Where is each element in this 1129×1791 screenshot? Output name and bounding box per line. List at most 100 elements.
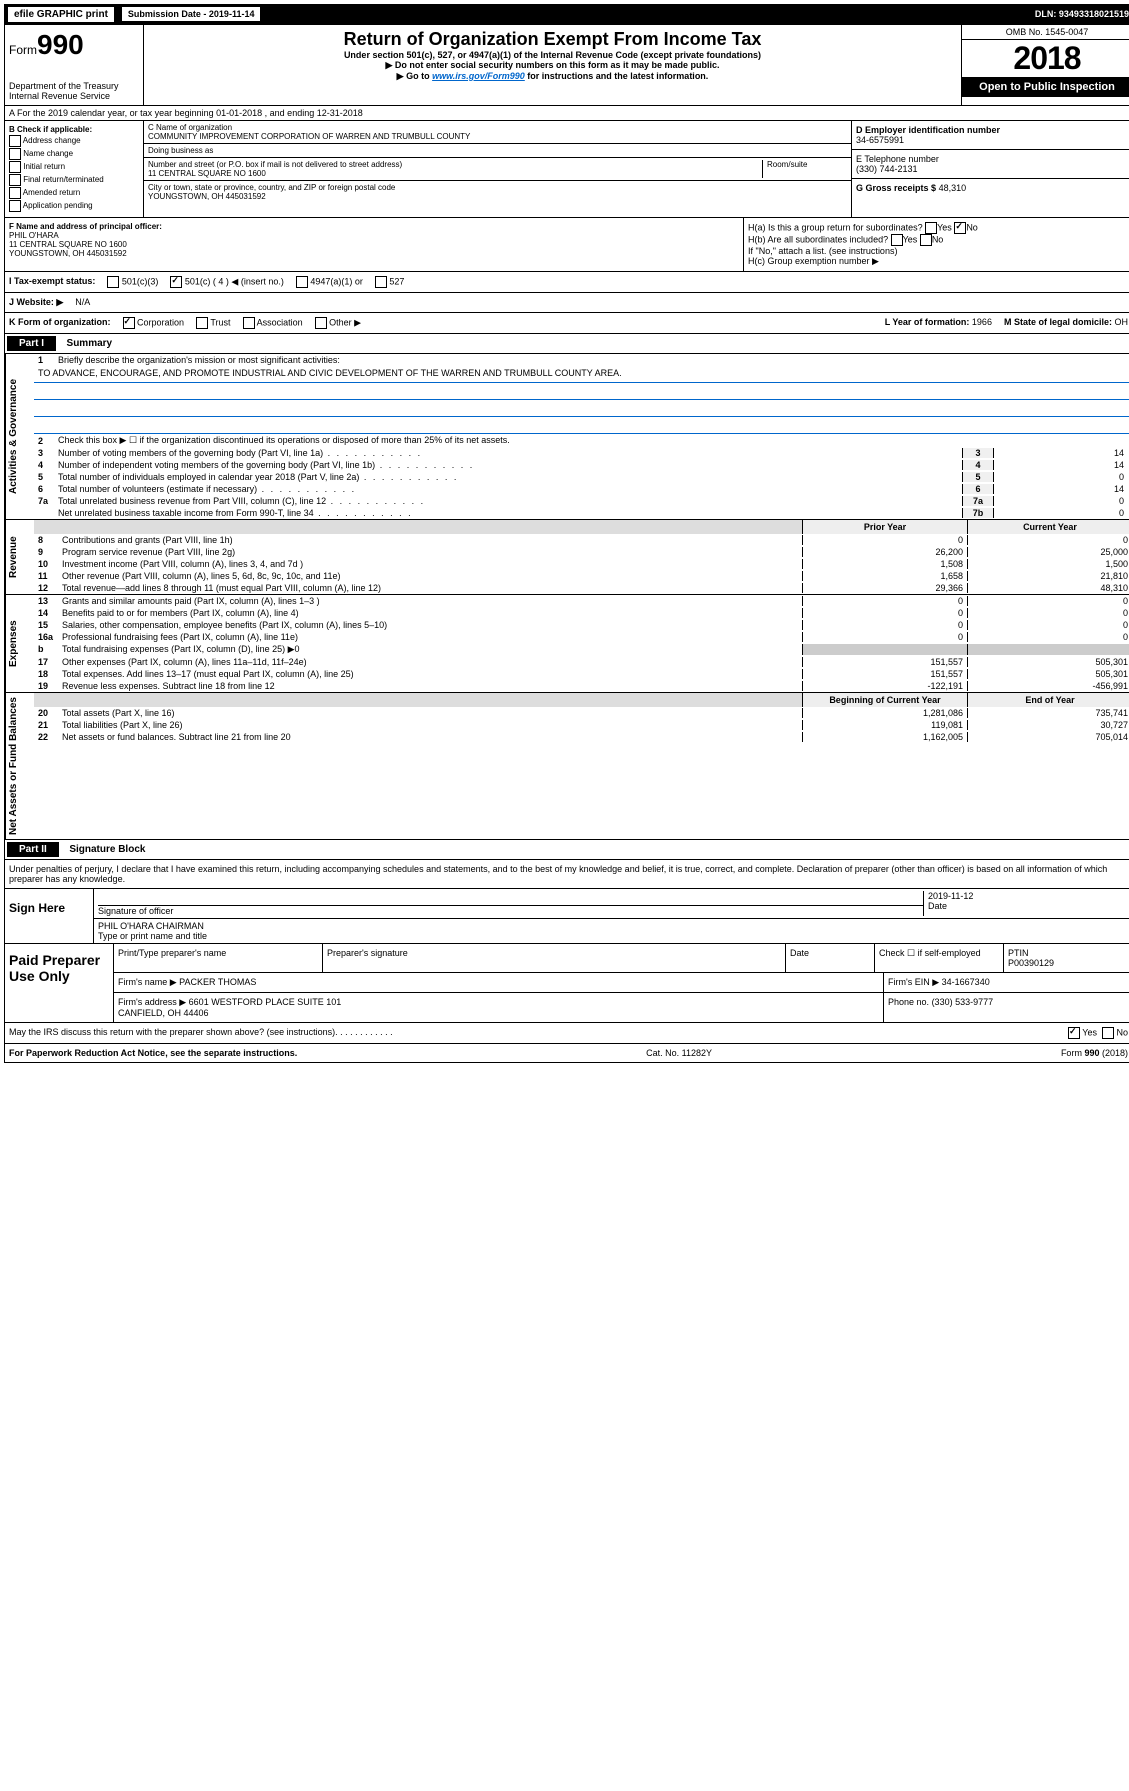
room-label: Room/suite <box>762 160 847 178</box>
officer-label: F Name and address of principal officer: <box>9 222 739 231</box>
side-governance: Activities & Governance <box>5 354 34 519</box>
net-header: Beginning of Current Year End of Year <box>34 693 1129 707</box>
j-label: J Website: ▶ <box>9 297 63 308</box>
sub3-pre: ▶ Go to <box>397 71 432 81</box>
data-line: 22Net assets or fund balances. Subtract … <box>34 731 1129 743</box>
col-c: C Name of organization COMMUNITY IMPROVE… <box>144 121 852 217</box>
data-line: 20Total assets (Part X, line 16)1,281,08… <box>34 707 1129 719</box>
ptin: P00390129 <box>1008 958 1128 968</box>
officer-name: PHIL O'HARA <box>9 231 739 240</box>
sig-officer-area: Signature of officer <box>98 891 923 916</box>
part2-title: Signature Block <box>69 844 145 855</box>
h-b: H(b) Are all subordinates included? Yes … <box>748 234 1128 246</box>
sign-right: Signature of officer 2019-11-12 Date PHI… <box>94 889 1129 943</box>
dln: DLN: 93493318021519 <box>1035 9 1129 19</box>
pp-row-3: Firm's address ▶ 6601 WESTFORD PLACE SUI… <box>114 993 1129 1022</box>
top-bar: efile GRAPHIC print Submission Date - 20… <box>4 4 1129 24</box>
open-public: Open to Public Inspection <box>962 77 1129 97</box>
dba-row: Doing business as <box>144 144 851 158</box>
pp-right: Print/Type preparer's name Preparer's si… <box>114 944 1129 1022</box>
h-a: H(a) Is this a group return for subordin… <box>748 222 1128 234</box>
end-year-label: End of Year <box>967 693 1129 707</box>
k-other[interactable]: Other ▶ <box>315 317 361 329</box>
department: Department of the TreasuryInternal Reven… <box>9 81 139 101</box>
mission-blank1 <box>34 383 1129 400</box>
sub3-post: for instructions and the latest informat… <box>525 71 709 81</box>
line-1: 1Briefly describe the organization's mis… <box>34 354 1129 366</box>
sig-date: 2019-11-12 <box>928 891 1128 901</box>
gov-line: 7aTotal unrelated business revenue from … <box>34 495 1129 507</box>
phone-label: E Telephone number <box>856 154 1128 164</box>
prep-sig-label: Preparer's signature <box>323 944 786 972</box>
form-label-box: Form990 Department of the TreasuryIntern… <box>5 25 144 105</box>
col-f: F Name and address of principal officer:… <box>5 218 744 271</box>
col-b-label: B Check if applicable: <box>9 125 139 134</box>
irs-link[interactable]: www.irs.gov/Form990 <box>432 71 525 81</box>
form-title: Return of Organization Exempt From Incom… <box>148 29 957 50</box>
gov-line: 3Number of voting members of the governi… <box>34 447 1129 459</box>
org-name-row: C Name of organization COMMUNITY IMPROVE… <box>144 121 851 144</box>
discuss-yes[interactable]: Yes <box>1068 1027 1097 1039</box>
ptin-box: PTIN P00390129 <box>1004 944 1129 972</box>
cb-pending[interactable]: Application pending <box>9 200 139 212</box>
i-opt-1[interactable]: 501(c) ( 4 ) ◀ (insert no.) <box>170 276 283 288</box>
discuss-text: May the IRS discuss this return with the… <box>9 1027 335 1039</box>
cb-address[interactable]: Address change <box>9 135 139 147</box>
j-val: N/A <box>75 297 90 308</box>
cb-name[interactable]: Name change <box>9 148 139 160</box>
data-line: 18Total expenses. Add lines 13–17 (must … <box>34 668 1129 680</box>
side-netassets: Net Assets or Fund Balances <box>5 693 34 839</box>
omb-number: OMB No. 1545-0047 <box>962 25 1129 40</box>
cb-final[interactable]: Final return/terminated <box>9 174 139 186</box>
row-i: I Tax-exempt status: 501(c)(3) 501(c) ( … <box>4 272 1129 293</box>
header-sub1: Under section 501(c), 527, or 4947(a)(1)… <box>148 50 957 60</box>
cb-initial[interactable]: Initial return <box>9 161 139 173</box>
discuss-no[interactable]: No <box>1102 1027 1128 1039</box>
firm-addr-box: Firm's address ▶ 6601 WESTFORD PLACE SUI… <box>114 993 884 1022</box>
firm-phone-box: Phone no. (330) 533-9777 <box>884 993 1129 1022</box>
net-content: Beginning of Current Year End of Year 20… <box>34 693 1129 839</box>
sig-officer-label: Signature of officer <box>98 906 923 916</box>
col-de: D Employer identification number 34-6575… <box>852 121 1129 217</box>
i-opt-2[interactable]: 4947(a)(1) or <box>296 276 363 288</box>
gov-line: Net unrelated business taxable income fr… <box>34 507 1129 519</box>
sig-row-1: Signature of officer 2019-11-12 Date <box>94 889 1129 919</box>
gross-label: G Gross receipts $ <box>856 183 936 193</box>
row-k: K Form of organization: Corporation Trus… <box>4 313 1129 334</box>
name-label: C Name of organization <box>148 123 847 132</box>
data-line: 19Revenue less expenses. Subtract line 1… <box>34 680 1129 692</box>
header-center: Return of Organization Exempt From Incom… <box>144 25 961 105</box>
i-opt-0[interactable]: 501(c)(3) <box>107 276 158 288</box>
gov-content: 1Briefly describe the organization's mis… <box>34 354 1129 519</box>
city-label: City or town, state or province, country… <box>148 183 847 192</box>
officer-addr1: 11 CENTRAL SQUARE NO 1600 <box>9 240 739 249</box>
header-sub2: ▶ Do not enter social security numbers o… <box>148 60 957 71</box>
pp-row-2: Firm's name ▶ PACKER THOMAS Firm's EIN ▶… <box>114 973 1129 993</box>
cb-amended[interactable]: Amended return <box>9 187 139 199</box>
gov-line: 4Number of independent voting members of… <box>34 459 1129 471</box>
k-label: K Form of organization: <box>9 317 111 329</box>
prior-year-label: Prior Year <box>802 520 967 534</box>
data-line: 14Benefits paid to or for members (Part … <box>34 607 1129 619</box>
i-label: I Tax-exempt status: <box>9 276 95 288</box>
mission-blank3 <box>34 417 1129 434</box>
officer-typed: PHIL O'HARA CHAIRMAN Type or print name … <box>98 921 207 941</box>
efile-btn[interactable]: efile GRAPHIC print <box>8 7 114 22</box>
addr-label: Number and street (or P.O. box if mail i… <box>148 160 762 169</box>
grid-fgh: F Name and address of principal officer:… <box>4 218 1129 272</box>
l-box: L Year of formation: 1966 <box>885 317 992 329</box>
m-box: M State of legal domicile: OH <box>1004 317 1128 329</box>
sig-date-area: 2019-11-12 Date <box>923 891 1128 916</box>
i-opt-3[interactable]: 527 <box>375 276 405 288</box>
k-trust[interactable]: Trust <box>196 317 231 329</box>
exp-content: 13Grants and similar amounts paid (Part … <box>34 595 1129 692</box>
self-employed[interactable]: Check ☐ if self-employed <box>875 944 1004 972</box>
col-b: B Check if applicable: Address change Na… <box>5 121 144 217</box>
prep-date-label: Date <box>786 944 875 972</box>
revenue-section: Revenue Prior Year Current Year 8Contrib… <box>4 520 1129 595</box>
officer-addr2: YOUNGSTOWN, OH 445031592 <box>9 249 739 258</box>
k-assoc[interactable]: Association <box>243 317 303 329</box>
k-corp[interactable]: Corporation <box>123 317 185 329</box>
paid-preparer-label: Paid Preparer Use Only <box>5 944 114 1022</box>
sign-here-label: Sign Here <box>5 889 94 943</box>
